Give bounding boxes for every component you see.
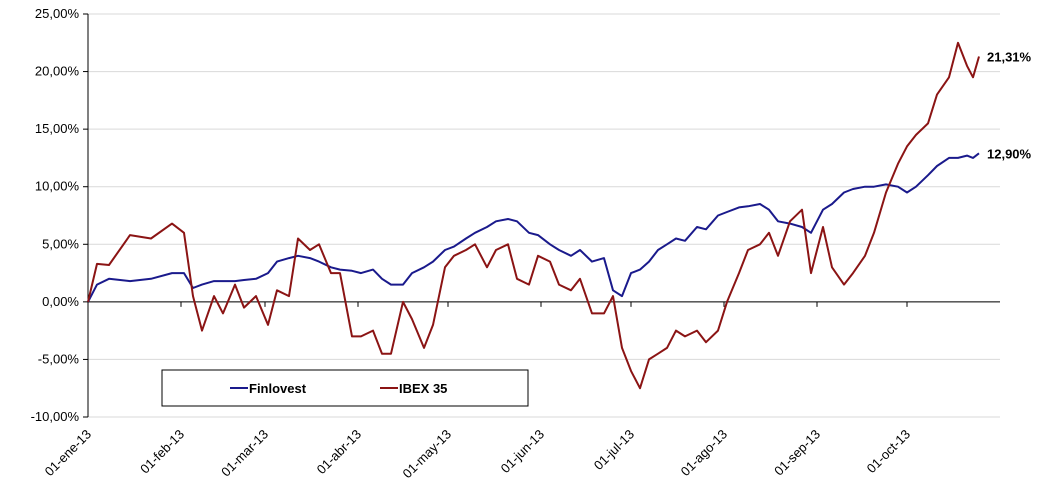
x-tick-label: 01-jun-13 [498,427,547,476]
x-tick-label: 01-feb-13 [137,427,187,477]
y-tick-label: 5,00% [42,236,79,251]
legend-box [161,369,529,407]
x-tick-label: 01-ene-13 [42,427,95,480]
y-tick-label: 20,00% [35,64,80,79]
series-line [87,41,980,390]
x-tick-label: 01-may-13 [400,427,455,482]
data-label: 12,90% [987,146,1032,161]
x-tick-label: 01-abr-13 [314,427,364,477]
data-label: 21,31% [987,49,1032,64]
x-tick-label: 01-sep-13 [771,427,823,479]
x-tick-label: 01-mar-13 [218,427,271,480]
x-tick-label: 01-oct-13 [864,427,913,476]
y-tick-label: -5,00% [38,351,80,366]
legend-label: Finlovest [249,381,307,396]
legend-label: IBEX 35 [399,381,447,396]
y-tick-label: 10,00% [35,179,80,194]
series-line [87,152,980,303]
y-tick-label: 15,00% [35,121,80,136]
y-tick-label: 25,00% [35,6,80,21]
x-tick-label: 01-ago-13 [678,427,731,480]
x-tick-label: 01-jul-13 [591,427,637,473]
y-tick-label: 0,00% [42,294,79,309]
y-tick-label: -10,00% [31,409,80,424]
